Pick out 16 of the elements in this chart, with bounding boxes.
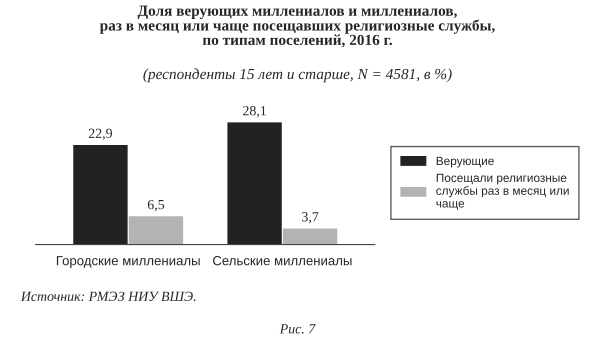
data-label: 3,7	[302, 212, 318, 224]
text: Рис. 7	[280, 324, 316, 334]
x-tick-label: Сельские миллениалы	[212, 256, 352, 266]
legend-label: Верующие	[436, 156, 494, 168]
bar	[227, 122, 282, 245]
data-label: 22,9	[88, 128, 112, 140]
x-tick-label: Городские миллениалы	[56, 256, 200, 268]
chart-subtitle: (респонденты 15 лет и старше, N = 4581, в %)	[143, 68, 452, 82]
chart-title: Доля верующих миллениалов и миллениалов, раз в месяц или чаще посещавших религиозные службы, по типам поселений, 2016 г.	[100, 6, 495, 48]
data-label: 28,1	[243, 106, 266, 118]
bar	[128, 216, 184, 245]
bar	[73, 144, 128, 245]
legend-label: Посещали религиозные службы раз в месяц или чаще	[436, 174, 569, 210]
bar	[282, 228, 338, 245]
text: Источник: РМЭЗ НИУ ВШЭ.	[20, 292, 196, 302]
data-label: 6,5	[148, 200, 164, 212]
